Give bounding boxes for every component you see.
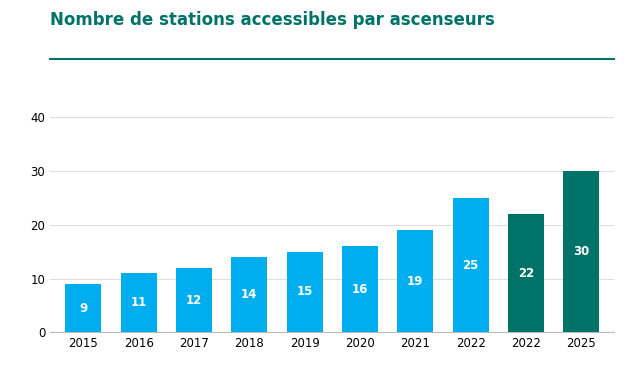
Text: 16: 16 bbox=[352, 283, 368, 296]
Text: Nombre de stations accessibles par ascenseurs: Nombre de stations accessibles par ascen… bbox=[50, 11, 495, 29]
Bar bbox=[287, 252, 323, 332]
Text: 12: 12 bbox=[186, 293, 202, 306]
Text: 30: 30 bbox=[573, 245, 589, 258]
Bar bbox=[176, 268, 212, 332]
Text: 9: 9 bbox=[79, 302, 88, 315]
Text: 14: 14 bbox=[241, 288, 258, 301]
Bar bbox=[563, 171, 599, 332]
Bar bbox=[398, 230, 433, 332]
Text: 19: 19 bbox=[407, 275, 423, 288]
Bar bbox=[508, 214, 544, 332]
Text: 22: 22 bbox=[518, 267, 534, 280]
Text: 25: 25 bbox=[463, 259, 479, 272]
Bar bbox=[231, 257, 267, 332]
Text: 11: 11 bbox=[130, 296, 147, 309]
Bar bbox=[453, 198, 488, 332]
Bar bbox=[342, 246, 378, 332]
Text: 15: 15 bbox=[297, 285, 313, 298]
Bar bbox=[121, 273, 157, 332]
Bar bbox=[65, 284, 102, 332]
